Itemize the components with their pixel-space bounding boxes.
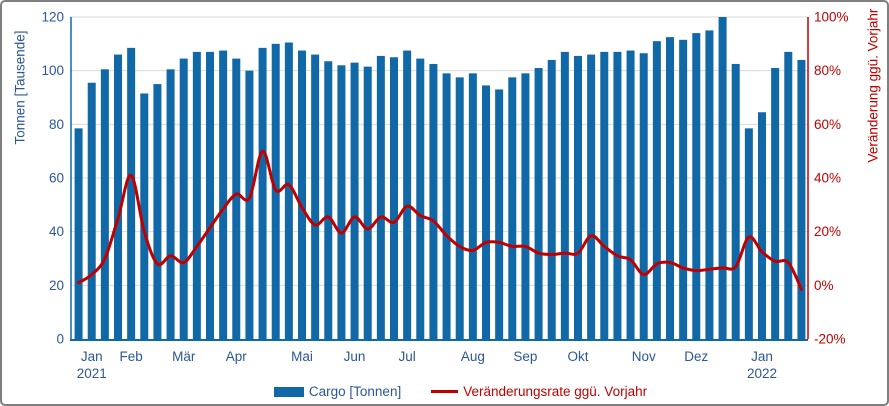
bar-week-12 [219,50,228,340]
right-axis-tick-label: 40% [814,171,841,186]
bar-week-42 [613,51,622,340]
bar-week-43 [626,50,635,340]
bar-week-19 [311,54,320,340]
bar-week-17 [284,42,293,339]
bar-week-15 [258,47,267,339]
line-series-swatch [431,390,459,393]
x-axis-year-label: 2021 [77,366,107,381]
bar-week-54 [771,67,780,339]
legend-item-rate: Veränderungsrate ggü. Vorjahr [431,384,647,399]
bar-week-45 [652,41,661,340]
x-axis-month-label: Jun [344,349,366,364]
bar-week-46 [666,37,674,339]
bar-week-7 [153,84,162,339]
bar-week-3 [100,69,109,339]
bar-week-18 [298,50,306,340]
left-axis-tick-label: 0 [56,332,64,347]
bar-week-50 [718,17,727,339]
bar-week-39 [574,55,582,340]
bar-week-38 [560,51,569,340]
right-axis-tick-label: 80% [814,63,841,78]
left-axis-title: Tonnen [Tausende] [12,30,28,145]
bar-week-27 [416,58,425,339]
bar-week-36 [534,67,543,339]
bar-week-6 [140,93,149,339]
left-axis-tick-label: 120 [41,10,64,25]
left-axis-tick-label: 20 [49,278,64,293]
bar-week-25 [390,57,398,339]
bar-week-34 [508,77,517,339]
bar-week-28 [429,63,438,339]
bar-week-48 [692,33,701,339]
bar-week-11 [206,51,214,340]
right-axis-tick-label: 100% [814,10,849,25]
x-axis-month-label: Jan [81,349,103,364]
chart-legend: Cargo [Tonnen] Veränderungsrate ggü. Vor… [2,384,887,399]
bar-week-5 [127,47,136,339]
x-axis-month-label: Mär [172,349,196,364]
bar-week-55 [784,51,793,340]
bar-week-13 [232,58,241,339]
right-axis-tick-label: -20% [814,332,846,347]
right-axis-tick-label: 60% [814,117,841,132]
x-axis-month-label: Okt [567,349,588,364]
x-axis-year-label: 2022 [747,366,777,381]
x-axis-month-label: Dez [684,349,708,364]
left-axis-tick-label: 80 [49,117,64,132]
bar-week-1 [74,128,83,339]
bar-week-26 [403,50,412,340]
left-axis-tick-label: 40 [49,224,64,239]
bar-week-9 [179,58,188,339]
bar-week-8 [166,69,175,339]
right-axis-title: Veränderung ggü. Vorjahr [865,8,881,163]
bar-week-10 [192,51,201,340]
bar-week-53 [758,112,766,339]
right-axis-tick-label: 0% [814,278,834,293]
bar-week-33 [495,89,504,339]
bar-week-21 [337,65,346,340]
change-rate-line [77,149,803,291]
bar-week-32 [482,85,490,339]
bar-week-35 [521,73,530,339]
bar-week-29 [442,73,451,339]
left-axis-tick-label: 100 [41,63,64,78]
x-axis-month-label: Mai [291,349,313,364]
bar-week-40 [587,54,596,340]
x-axis-month-label: Sep [513,349,537,364]
bar-week-31 [468,73,477,339]
right-axis-tick-label: 20% [814,224,841,239]
left-axis-tick-label: 60 [49,171,64,186]
bar-week-37 [547,59,556,339]
x-axis-month-label: Apr [226,349,248,364]
legend-item-cargo: Cargo [Tonnen] [273,384,402,399]
bar-week-49 [705,30,714,340]
legend-label-cargo: Cargo [Tonnen] [308,384,402,399]
x-axis-month-label: Jul [399,349,416,364]
bar-week-22 [350,62,359,339]
x-axis-month-label: Feb [120,349,143,364]
x-axis-month-label: Nov [632,349,656,364]
legend-label-rate: Veränderungsrate ggü. Vorjahr [463,384,648,399]
bar-week-20 [324,61,333,340]
bar-week-24 [376,55,385,340]
x-axis-month-label: Jan [751,349,773,364]
bar-series-swatch [273,386,304,397]
bar-week-23 [363,66,372,340]
bar-week-41 [600,51,609,340]
bar-week-44 [639,53,648,339]
bar-week-4 [114,54,122,340]
bar-week-14 [245,70,254,340]
bar-week-47 [679,39,688,339]
bar-week-56 [797,59,806,339]
bar-week-30 [455,77,464,339]
x-axis-month-label: Aug [461,349,485,364]
bar-week-51 [731,63,740,339]
bar-week-52 [744,128,753,339]
bar-week-2 [87,82,96,339]
